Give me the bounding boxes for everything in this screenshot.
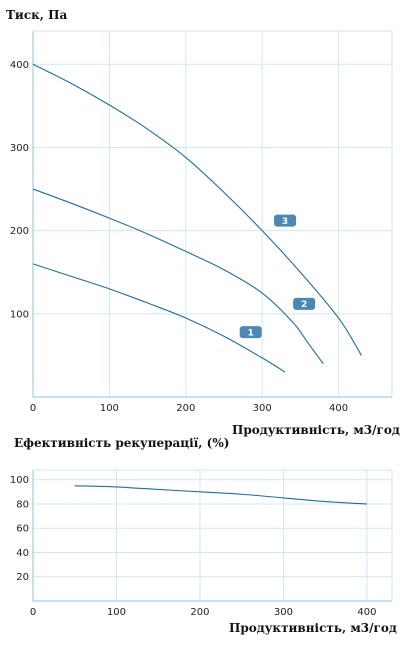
- pressure-chart-curve-badge-3: 3: [274, 214, 297, 227]
- efficiency-chart-x-tick-label: 300: [274, 607, 293, 618]
- efficiency-chart-y-tick-label: 40: [16, 548, 29, 559]
- pressure-chart-grid: [33, 31, 392, 397]
- pressure-chart-x-tick-label: 0: [30, 403, 36, 414]
- pressure-chart-ylabel: Тиск, Па: [6, 8, 67, 22]
- efficiency-chart-y-tick-label: 100: [10, 475, 29, 486]
- pressure-chart-curve-badge-label: 1: [248, 328, 254, 338]
- efficiency-chart-x-tick-label: 100: [107, 607, 126, 618]
- pressure-chart-curve-badge-label: 2: [301, 300, 307, 310]
- pressure-chart-series-line-2: [32, 188, 324, 365]
- pressure-chart-curve-labels: 1 2 3: [239, 214, 316, 339]
- efficiency-chart-y-tick-label: 80: [16, 499, 29, 510]
- efficiency-chart-title: Ефективність рекуперації, (%): [14, 436, 229, 450]
- pressure-chart-y-tick-label: 400: [10, 60, 29, 71]
- pressure-chart-axes: [32, 30, 393, 398]
- pressure-chart-y-tick-label: 100: [10, 309, 29, 320]
- efficiency-chart-grid: [33, 470, 392, 601]
- pressure-chart-y-tick-label: 300: [10, 143, 29, 154]
- pressure-chart-y-tick-label: 200: [10, 226, 29, 237]
- pressure-chart-series-line-1: [32, 263, 286, 373]
- efficiency-chart-x-tick-label: 400: [357, 607, 376, 618]
- pressure-chart-curve-badge-bg: [239, 326, 262, 339]
- efficiency-chart-y-tick-label: 60: [16, 524, 29, 535]
- efficiency-chart-x-tick-label: 0: [30, 607, 36, 618]
- pressure-chart-x-tick-label: 100: [100, 403, 119, 414]
- pressure-chart-curve-badge-bg: [293, 297, 316, 310]
- efficiency-chart-xlabel: Продуктивність, м3/год: [229, 621, 397, 635]
- efficiency-chart: Ефективність рекуперації, (%) 0 100 200 300…: [10, 436, 397, 635]
- pressure-chart-curve-badge-bg: [274, 214, 297, 227]
- efficiency-chart-series: [74, 485, 367, 505]
- efficiency-chart-series-line-1: [74, 485, 367, 505]
- pressure-chart-x-tick-label: 400: [329, 403, 348, 414]
- pressure-chart-series-line-3: [32, 63, 362, 356]
- efficiency-chart-y-tick-label: 20: [16, 572, 29, 583]
- efficiency-chart-x-tick-label: 200: [190, 607, 209, 618]
- pressure-chart-xlabel: Продуктивність, м3/год: [232, 423, 400, 437]
- pressure-chart-x-tick-label: 200: [176, 403, 195, 414]
- pressure-chart-x-tick-label: 300: [253, 403, 272, 414]
- pressure-chart-ticks: 0 100 200 300 400 100 200 300 400: [10, 60, 348, 414]
- pressure-chart-series: [32, 63, 362, 373]
- efficiency-chart-axes: [32, 469, 393, 602]
- efficiency-chart-ticks: 0 100 200 300 400 20 40 60 80 100: [10, 475, 377, 618]
- pressure-chart: Тиск, Па 0 100 200 300 400 100 200 300 400 1 2 3 П…: [6, 8, 400, 437]
- pressure-chart-curve-badge-label: 3: [282, 217, 288, 227]
- pressure-chart-curve-badge-2: 2: [293, 297, 316, 310]
- pressure-chart-curve-badge-1: 1: [239, 326, 262, 339]
